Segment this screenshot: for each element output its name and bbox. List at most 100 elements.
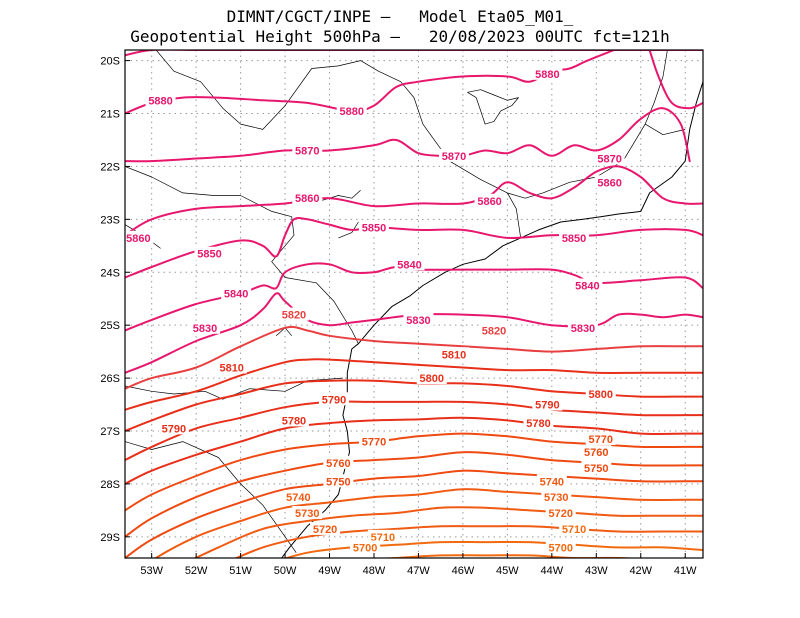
y-tick-label: 28S — [100, 479, 120, 491]
x-tick-label: 53W — [140, 565, 163, 577]
contour-5720 — [234, 525, 703, 558]
contour-label-bg — [439, 148, 470, 162]
contour-label-bg — [145, 93, 176, 107]
x-tick-label: 49W — [318, 565, 341, 577]
x-tick-label: 44W — [541, 565, 564, 577]
border-line — [125, 441, 297, 553]
contour-label: 5810 — [442, 349, 466, 361]
contour-label-bg — [323, 474, 354, 488]
contour-label-bg — [221, 286, 252, 300]
contour-label: 5780 — [282, 415, 306, 427]
contour-5810 — [125, 358, 703, 411]
contour-label-bg — [292, 143, 323, 157]
contour-label-bg — [572, 278, 603, 292]
contour-label-bg — [536, 474, 567, 488]
x-tick-label: 46W — [452, 565, 475, 577]
contour-label-bg — [416, 371, 447, 385]
contour-label: 5850 — [562, 233, 586, 245]
contour-label-bg — [545, 540, 576, 554]
contour-label: 5830 — [571, 323, 595, 335]
contour-label: 5790 — [322, 394, 346, 406]
x-tick-label: 47W — [407, 565, 430, 577]
x-tick-label: 50W — [274, 565, 297, 577]
y-tick-label: 27S — [100, 426, 120, 438]
y-tick-label: 23S — [100, 214, 120, 226]
contour-label: 5720 — [548, 508, 572, 520]
contour-label-bg — [190, 320, 221, 334]
contour-label: 5720 — [313, 524, 337, 536]
border-line — [125, 377, 343, 400]
contour-label-bg — [403, 312, 434, 326]
contour-label: 5710 — [562, 524, 586, 536]
contour-5860 — [125, 165, 703, 237]
contour-5750 — [125, 469, 703, 558]
contour-label-bg — [594, 175, 625, 189]
y-axis-ticks: 20S 21S 22S 23S 24S 25S 26S 27S 28S 29S — [100, 56, 130, 544]
contour-label: 5840 — [575, 280, 599, 292]
contour-5710 — [283, 540, 703, 558]
lake-line — [338, 221, 359, 239]
contour-label: 5740 — [286, 492, 310, 504]
contour-label-bg — [394, 257, 425, 271]
contour-label-bg — [358, 220, 389, 234]
contour-label: 5800 — [588, 389, 612, 401]
contour-5780 — [125, 416, 703, 485]
contour-label-bg — [541, 490, 572, 504]
contour-label-bg — [474, 193, 505, 207]
contour-5880 — [648, 50, 703, 110]
contour-5870 — [125, 107, 691, 163]
contour-label: 5790 — [162, 423, 186, 435]
contour-5760 — [125, 451, 703, 538]
contour-label: 5740 — [540, 476, 564, 488]
contour-label: 5770 — [588, 434, 612, 446]
y-tick-label: 29S — [100, 532, 120, 544]
contour-label: 5880 — [535, 69, 559, 81]
contour-label-bg — [585, 431, 616, 445]
contour-label-bg — [559, 521, 590, 535]
x-tick-label: 45W — [496, 565, 519, 577]
contour-label-bg — [350, 540, 381, 554]
contour-label-bg — [310, 521, 341, 535]
grid-lines — [125, 50, 703, 558]
contour-label: 5760 — [584, 447, 608, 459]
contour-label-bg — [278, 307, 309, 321]
contour-label-bg — [532, 397, 563, 411]
contour-label: 5810 — [219, 363, 243, 375]
contour-label: 5860 — [126, 233, 150, 245]
contour-label: 5800 — [420, 373, 444, 385]
border-line — [645, 123, 686, 136]
contour-5880 — [125, 50, 616, 115]
contour-label-bg — [545, 506, 576, 520]
contour-label-bg — [158, 421, 189, 435]
x-tick-label: 51W — [229, 565, 252, 577]
contour-label-bg — [336, 103, 367, 117]
contour-5790 — [125, 400, 703, 462]
contour-label: 5820 — [282, 310, 306, 322]
contour-label: 5820 — [482, 325, 506, 337]
contour-label-bg — [585, 386, 616, 400]
contour-label-bg — [283, 490, 314, 504]
x-tick-label: 41W — [674, 565, 697, 577]
contour-5770 — [125, 432, 703, 512]
contour-label-bg — [367, 529, 398, 543]
y-tick-label: 24S — [100, 267, 120, 279]
contour-label: 5840 — [224, 288, 248, 300]
contour-label: 5830 — [193, 323, 217, 335]
x-tick-label: 48W — [363, 565, 386, 577]
x-tick-label: 42W — [629, 565, 652, 577]
x-tick-label: 43W — [585, 565, 608, 577]
contour-label: 5790 — [535, 400, 559, 412]
contour-label-bg — [292, 191, 323, 205]
border-line — [507, 192, 522, 238]
contour-label: 5700 — [548, 542, 572, 554]
contour-label-bg — [532, 66, 563, 80]
contour-label: 5830 — [406, 315, 430, 327]
contour-label-bg — [567, 320, 598, 334]
contour-label: 5750 — [584, 463, 608, 475]
contour-label: 5850 — [362, 222, 386, 234]
contour-label-bg — [581, 461, 612, 475]
contour-labels: 5880 5880 5880 5870 5870 5870 5860 5860 5860 5860… — [125, 66, 625, 554]
x-tick-label: 52W — [185, 565, 208, 577]
contour-label: 5750 — [326, 476, 350, 488]
